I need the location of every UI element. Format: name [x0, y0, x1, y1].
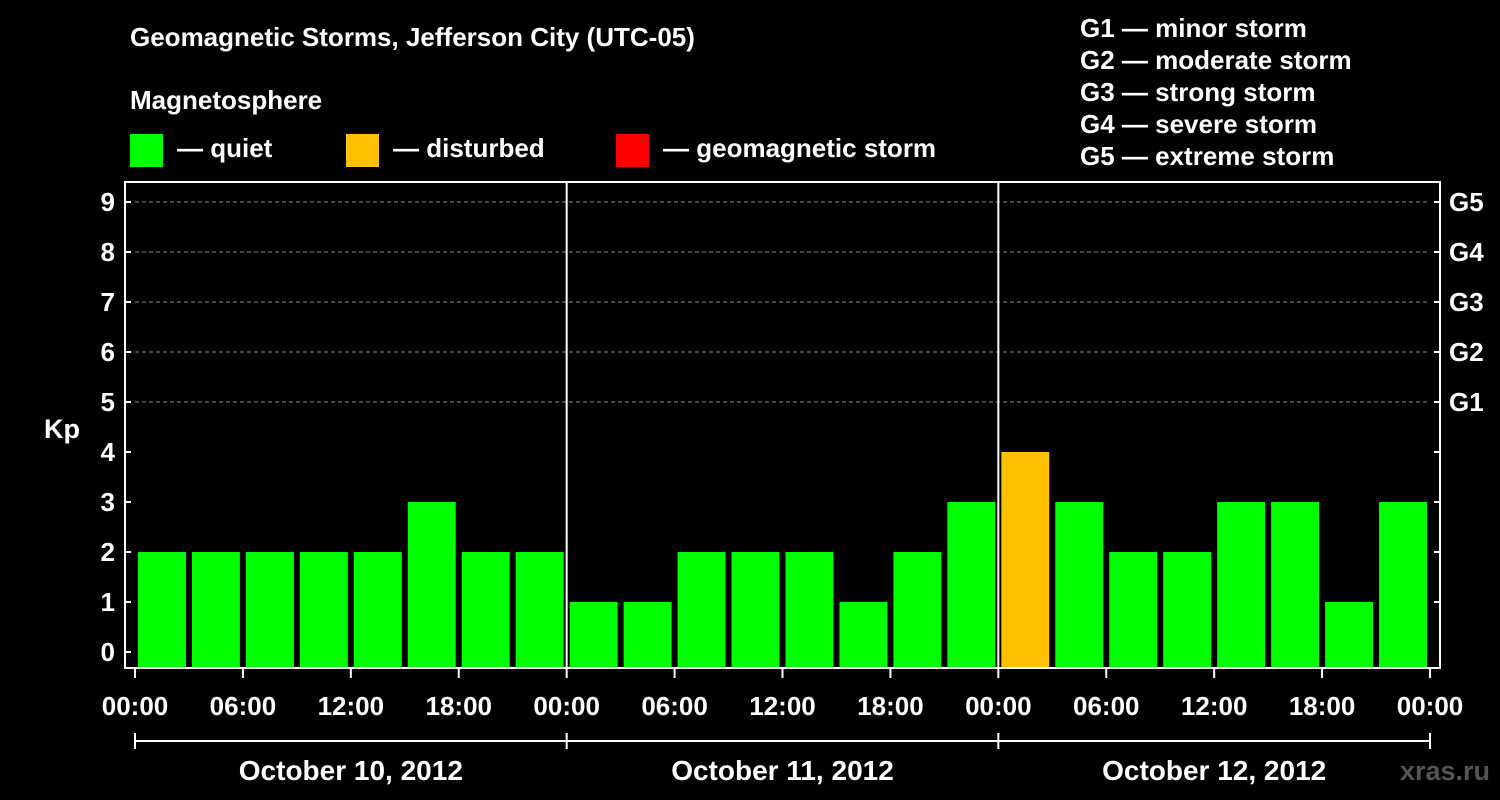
kp-bar [353, 552, 402, 668]
kp-bar [569, 602, 618, 668]
kp-bar [839, 602, 888, 668]
legend-heading: Magnetosphere [130, 85, 323, 115]
storm-scale-g5: G5 — extreme storm [1080, 141, 1335, 171]
kp-bar [1271, 502, 1320, 668]
kp-bar [731, 552, 780, 668]
g-scale-label-g4: G4 [1449, 237, 1484, 267]
kp-bar [623, 602, 672, 668]
day-label: October 10, 2012 [239, 755, 463, 786]
kp-bar [893, 552, 942, 668]
kp-bar [1163, 552, 1212, 668]
storm-scale-g4: G4 — severe storm [1080, 109, 1318, 139]
legend-swatch-disturbed [346, 134, 379, 167]
kp-bar [299, 552, 348, 668]
legend-label-disturbed: — disturbed [393, 133, 545, 163]
axis-labels: 0 1 2 3 4 5 6 7 8 9 G1 G2 G3 G4 G5 00:00 06:00 12:00 18:00… [101, 187, 1485, 786]
kp-bar [191, 552, 240, 668]
g-scale-label-g1: G1 [1449, 387, 1484, 417]
y-tick-label: 0 [101, 637, 115, 667]
y-axis-label: Kp [44, 414, 80, 444]
x-tick-label: 00:00 [102, 691, 169, 721]
axes [124, 181, 1441, 749]
x-tick-label: 12:00 [1181, 691, 1248, 721]
y-tick-label: 6 [101, 337, 115, 367]
x-tick-label: 12:00 [318, 691, 385, 721]
kp-bar [677, 552, 726, 668]
day-label: October 11, 2012 [671, 755, 894, 786]
kp-bar [785, 552, 834, 668]
watermark: xras.ru [1400, 756, 1490, 786]
kp-bar [245, 552, 294, 668]
grid-lines [135, 201, 1430, 403]
g-scale-label-g5: G5 [1449, 187, 1484, 217]
kp-bar [1217, 502, 1266, 668]
x-tick-label: 00:00 [533, 691, 600, 721]
x-tick-label: 18:00 [857, 691, 924, 721]
y-tick-label: 2 [101, 537, 115, 567]
day-label: October 12, 2012 [1102, 755, 1326, 786]
g-scale-label-g2: G2 [1449, 337, 1484, 367]
x-tick-label: 18:00 [1289, 691, 1356, 721]
bars [138, 452, 1427, 668]
kp-bar [1001, 452, 1050, 668]
kp-bar [1055, 502, 1104, 668]
kp-bar [407, 502, 456, 668]
x-tick-label: 18:00 [426, 691, 493, 721]
kp-bar [138, 552, 186, 668]
legend-label-quiet: — quiet [177, 133, 273, 163]
y-tick-label: 8 [101, 237, 115, 267]
y-tick-label: 5 [101, 387, 115, 417]
kp-bar [1325, 602, 1374, 668]
kp-bar [515, 552, 564, 668]
y-tick-label: 1 [101, 587, 115, 617]
storm-scale-g3: G3 — strong storm [1080, 77, 1316, 107]
x-tick-label: 06:00 [210, 691, 277, 721]
y-tick-label: 9 [101, 187, 115, 217]
chart-title: Geomagnetic Storms, Jefferson City (UTC-… [130, 22, 695, 52]
kp-bar [461, 552, 510, 668]
g-scale-label-g3: G3 [1449, 287, 1484, 317]
storm-scale-g1: G1 — minor storm [1080, 13, 1307, 43]
x-tick-label: 06:00 [641, 691, 708, 721]
x-tick-label: 00:00 [965, 691, 1032, 721]
kp-bar [947, 502, 996, 668]
x-tick-label: 06:00 [1073, 691, 1140, 721]
x-tick-label: 12:00 [749, 691, 816, 721]
legend-swatch-quiet [130, 134, 163, 167]
x-tick-label: 00:00 [1397, 691, 1464, 721]
y-tick-label: 3 [101, 487, 115, 517]
y-tick-label: 4 [101, 437, 116, 467]
y-tick-label: 7 [101, 287, 115, 317]
kp-bar [1109, 552, 1158, 668]
legend-swatch-storm [616, 134, 649, 167]
kp-bar [1379, 502, 1427, 668]
legend-label-storm: — geomagnetic storm [663, 133, 937, 163]
storm-scale-g2: G2 — moderate storm [1080, 45, 1352, 75]
